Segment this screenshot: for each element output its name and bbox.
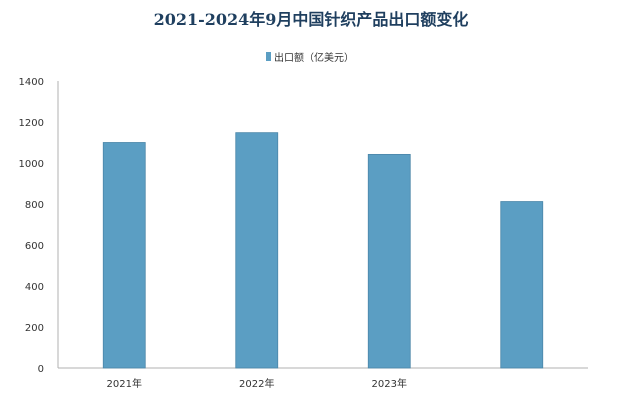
y-tick-label: 600 [25, 241, 44, 252]
bar [102, 142, 146, 369]
x-tick-label: 2023年 [372, 377, 407, 390]
axes [57, 81, 588, 369]
bars [102, 132, 544, 369]
y-tick-label: 1400 [19, 77, 44, 88]
x-tick-label: 2021年 [107, 377, 142, 390]
bar [235, 132, 279, 369]
y-tick-label: 0 [38, 364, 44, 375]
bar [500, 201, 544, 369]
watermark: 搜狐号@中金企信国际咨询 [436, 379, 604, 396]
x-axis-ticks: 2021年 2022年 2023年 [107, 377, 407, 390]
legend: 出口额（亿美元） [266, 51, 354, 64]
y-tick-label: 200 [25, 323, 44, 334]
legend-swatch [266, 52, 271, 61]
bar [367, 153, 411, 369]
legend-label: 出口额（亿美元） [274, 51, 354, 64]
y-tick-label: 400 [25, 282, 44, 293]
y-tick-label: 800 [25, 200, 44, 211]
y-tick-label: 1200 [19, 118, 44, 129]
x-tick-label: 2022年 [239, 377, 274, 390]
chart-title: 2021-2024年9月中国针织产品出口额变化 [154, 10, 469, 29]
y-tick-label: 1000 [19, 159, 44, 170]
y-axis-ticks: 0 200 400 600 800 1000 1200 1400 [19, 77, 44, 375]
